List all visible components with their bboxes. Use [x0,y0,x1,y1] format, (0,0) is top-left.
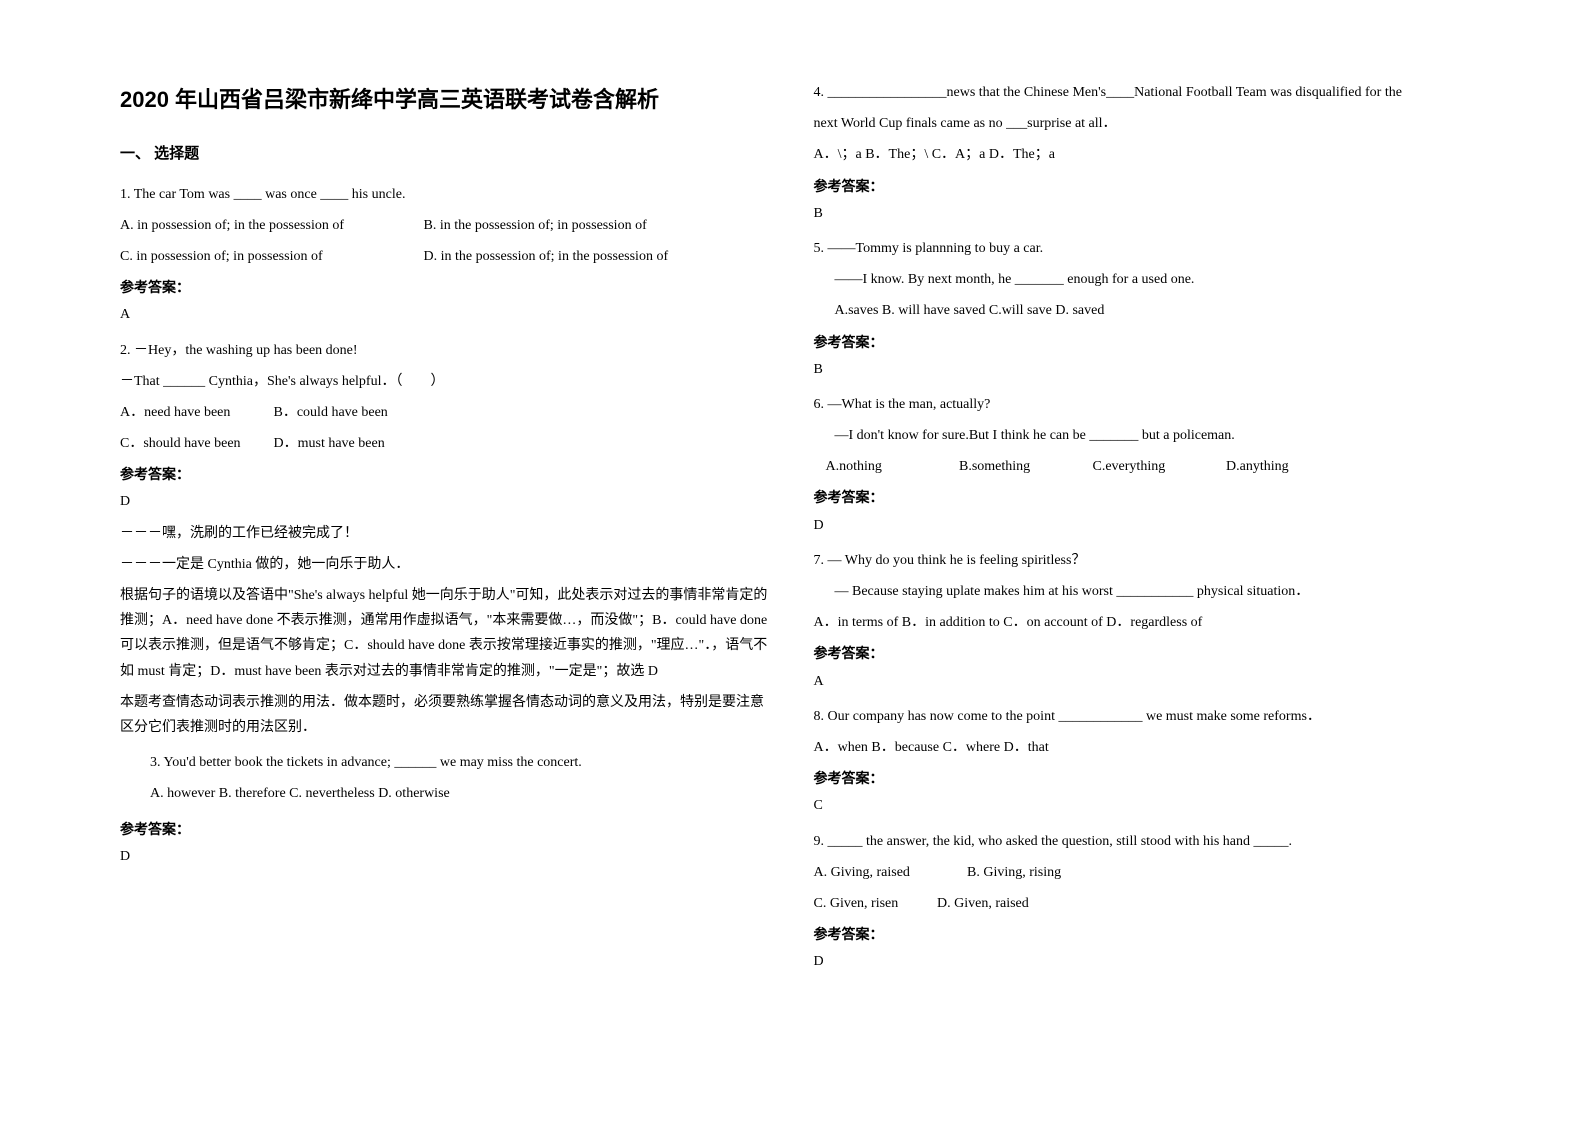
q8-text: 8. Our company has now come to the point… [814,704,1468,729]
q9-optD: D. Given, raised [937,896,1029,911]
q2-expl2: －－－一定是 Cynthia 做的，她一向乐于助人． [120,552,774,577]
q9-optC: C. Given, risen [814,891,934,916]
q9-options-row1: A. Giving, raised B. Giving, rising [814,860,1468,885]
q2-expl3: 根据句子的语境以及答语中"She's always helpful 她一向乐于助… [120,583,774,684]
q5-answer: B [814,357,1468,382]
q2-optC: C．should have been [120,431,270,456]
q7-options: A．in terms of B．in addition to C．on acco… [814,610,1468,635]
q3-options: A. however B. therefore C. nevertheless … [150,781,774,806]
q5-line1: 5. ——Tommy is plannning to buy a car. [814,236,1468,261]
q7-answer-label: 参考答案： [814,641,1468,666]
q2-optB: B．could have been [274,405,388,420]
q6-answer-label: 参考答案： [814,485,1468,510]
q2-optA: A．need have been [120,400,270,425]
q3-text: 3. You'd better book the tickets in adva… [150,750,774,775]
question-5: 5. ——Tommy is plannning to buy a car. ——… [814,236,1468,382]
q3-answer: D [120,844,774,869]
q1-optB: B. in the possession of; in possession o… [424,218,647,233]
q6-options: A.nothing B.something C.everything D.any… [814,454,1468,479]
q7-line2: — Because staying uplate makes him at hi… [814,579,1468,604]
q1-optC: C. in possession of; in possession of [120,244,420,269]
q1-answer-label: 参考答案： [120,275,774,300]
q6-answer: D [814,513,1468,538]
q4-line1: 4. _________________news that the Chines… [814,80,1468,105]
left-column: 2020 年山西省吕梁市新绛中学高三英语联考试卷含解析 一、 选择题 1. Th… [100,80,794,1082]
q2-answer: D [120,489,774,514]
q8-options: A．when B．because C．where D．that [814,735,1468,760]
question-4: 4. _________________news that the Chines… [814,80,1468,226]
q9-optB: B. Giving, rising [967,865,1061,880]
document-title: 2020 年山西省吕梁市新绛中学高三英语联考试卷含解析 [120,80,774,120]
q7-answer: A [814,669,1468,694]
q2-options-row2: C．should have been D．must have been [120,431,774,456]
q5-answer-label: 参考答案： [814,330,1468,355]
question-3: 3. You'd better book the tickets in adva… [120,750,774,806]
q1-text: 1. The car Tom was ____ was once ____ hi… [120,182,774,207]
q6-optB: B.something [959,454,1089,479]
q1-optA: A. in possession of; in the possession o… [120,213,420,238]
q5-line2: ——I know. By next month, he _______ enou… [814,267,1468,292]
q2-expl1: －－－嘿，洗刷的工作已经被完成了！ [120,521,774,546]
q9-options-row2: C. Given, risen D. Given, raised [814,891,1468,916]
q2-optD: D．must have been [274,436,385,451]
q2-expl4: 本题考查情态动词表示推测的用法．做本题时，必须要熟练掌握各情态动词的意义及用法，… [120,690,774,740]
q7-line1: 7. — Why do you think he is feeling spir… [814,548,1468,573]
q9-text: 9. _____ the answer, the kid, who asked … [814,829,1468,854]
question-9: 9. _____ the answer, the kid, who asked … [814,829,1468,975]
question-8: 8. Our company has now come to the point… [814,704,1468,819]
q4-options: A．\；a B．The；\ C．A；a D．The；a [814,142,1468,167]
q4-line2: next World Cup finals came as no ___surp… [814,111,1468,136]
q8-answer: C [814,793,1468,818]
q9-answer: D [814,949,1468,974]
q1-answer: A [120,302,774,327]
q1-options-row1: A. in possession of; in the possession o… [120,213,774,238]
q6-optD: D.anything [1226,459,1289,474]
q9-answer-label: 参考答案： [814,922,1468,947]
question-7: 7. — Why do you think he is feeling spir… [814,548,1468,694]
question-1: 1. The car Tom was ____ was once ____ hi… [120,182,774,328]
q2-options-row1: A．need have been B．could have been [120,400,774,425]
right-column: 4. _________________news that the Chines… [794,80,1488,1082]
q2-answer-label: 参考答案： [120,462,774,487]
q4-answer: B [814,201,1468,226]
question-6: 6. —What is the man, actually? —I don't … [814,392,1468,538]
q6-optC: C.everything [1093,454,1223,479]
q8-answer-label: 参考答案： [814,766,1468,791]
q1-options-row2: C. in possession of; in possession of D.… [120,244,774,269]
q2-line1: 2. －Hey，the washing up has been done! [120,338,774,363]
question-2: 2. －Hey，the washing up has been done! －T… [120,338,774,741]
q3-answer-label: 参考答案： [120,817,774,842]
q4-answer-label: 参考答案： [814,174,1468,199]
q9-optA: A. Giving, raised [814,860,964,885]
q1-optD: D. in the possession of; in the possessi… [424,249,669,264]
q6-line2: —I don't know for sure.But I think he ca… [814,423,1468,448]
q6-line1: 6. —What is the man, actually? [814,392,1468,417]
q2-line2: －That ______ Cynthia，She's always helpfu… [120,369,774,394]
q5-options: A.saves B. will have saved C.will save D… [814,298,1468,323]
q6-optA: A.nothing [826,454,956,479]
section-heading: 一、 选择题 [120,140,774,167]
